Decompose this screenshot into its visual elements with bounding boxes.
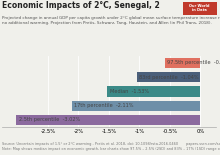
Bar (137, 72, 200, 82)
Text: Source: Uncertain impacts of 1.5° or 2°C warming - Pretis et al. 2018, doi: 10.1: Source: Uncertain impacts of 1.5° or 2°C… (2, 142, 220, 151)
Text: Projected change in annual GDP per capita growth under 2°C global mean surface t: Projected change in annual GDP per capit… (2, 16, 220, 25)
Bar (16, 115, 200, 125)
Bar (107, 86, 200, 97)
Text: 2.5th percentile  -3.02%: 2.5th percentile -3.02% (19, 117, 80, 122)
Text: Median  -1.53%: Median -1.53% (110, 89, 149, 94)
Text: Economic Impacts of 2°C, Senegal, 2: Economic Impacts of 2°C, Senegal, 2 (2, 1, 160, 10)
Bar (165, 58, 200, 68)
Text: 17th percentile  -2.11%: 17th percentile -2.11% (74, 103, 134, 108)
Bar (72, 101, 200, 111)
Text: 97.5th percentile  -0.58%: 97.5th percentile -0.58% (167, 60, 220, 65)
Text: 83rd percentile  -1.04%: 83rd percentile -1.04% (139, 75, 199, 80)
Text: Our World
in Data: Our World in Data (189, 4, 210, 12)
